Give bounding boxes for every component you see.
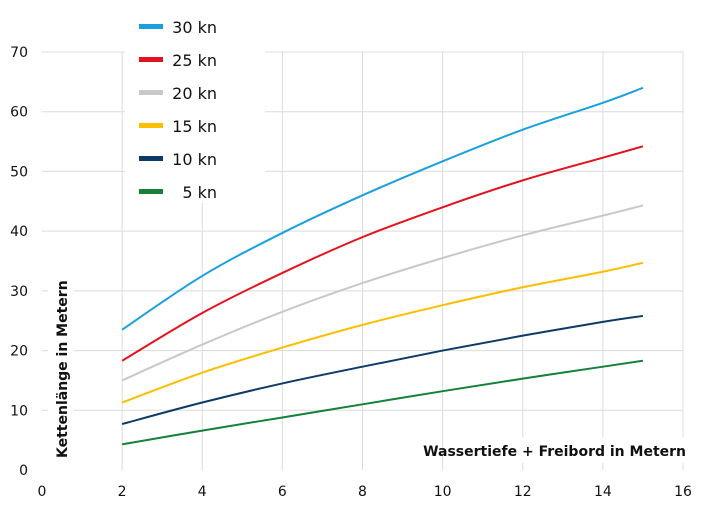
x-label-background: [452, 437, 688, 463]
legend-label: 20 kn: [172, 84, 217, 103]
series-line-5-kn: [121, 359, 644, 446]
x-axis-label: Wassertiefe + Freibord in Metern: [423, 444, 686, 460]
legend-swatch: [139, 123, 163, 128]
series-line-25-kn: [121, 145, 644, 362]
x-tick-label: 0: [38, 484, 47, 500]
x-tick-label: 10: [434, 484, 452, 500]
x-tick-label: 6: [278, 484, 287, 500]
y-tick-label: 40: [10, 224, 28, 240]
y-axis-label: Kettenlänge in Metern: [55, 280, 71, 458]
x-tick-label: 8: [358, 484, 367, 500]
y-tick-label: 30: [10, 284, 28, 300]
x-tick-label: 14: [594, 484, 612, 500]
legend: 30 kn 25 kn 20 kn 15 kn 10 kn 5 kn: [139, 18, 217, 202]
series-line-15-kn: [121, 261, 644, 404]
y-tick-label: 60: [10, 105, 28, 121]
x-tick-label: 2: [118, 484, 127, 500]
x-tick-label: 12: [514, 484, 532, 500]
legend-swatch: [139, 189, 163, 194]
legend-swatch: [139, 24, 163, 29]
x-tick-label: 16: [674, 484, 692, 500]
legend-label: 10 kn: [172, 150, 217, 169]
x-tick-label: 4: [198, 484, 207, 500]
x-axis-ticks: 0 2 4 6 8 10 12 14 16: [38, 484, 692, 500]
legend-label: 30 kn: [172, 18, 217, 37]
legend-label: 25 kn: [172, 51, 217, 70]
y-axis-ticks: 0 10 20 30 40 50 60 70: [10, 45, 28, 479]
legend-swatch: [139, 57, 163, 62]
series-line-30-kn: [121, 86, 644, 331]
y-tick-label: 0: [19, 463, 28, 479]
series-line-10-kn: [121, 314, 644, 425]
legend-swatch: [139, 90, 163, 95]
y-label-background: [48, 290, 74, 460]
y-tick-label: 10: [10, 403, 28, 419]
y-tick-label: 50: [10, 164, 28, 180]
legend-background: [125, 8, 265, 203]
legend-label: 15 kn: [172, 117, 217, 136]
series-lines: [121, 86, 644, 446]
y-tick-label: 20: [10, 344, 28, 360]
legend-swatch: [139, 156, 163, 161]
series-line-20-kn: [121, 204, 644, 382]
y-tick-label: 70: [10, 45, 28, 61]
legend-label: 5 kn: [182, 183, 217, 202]
